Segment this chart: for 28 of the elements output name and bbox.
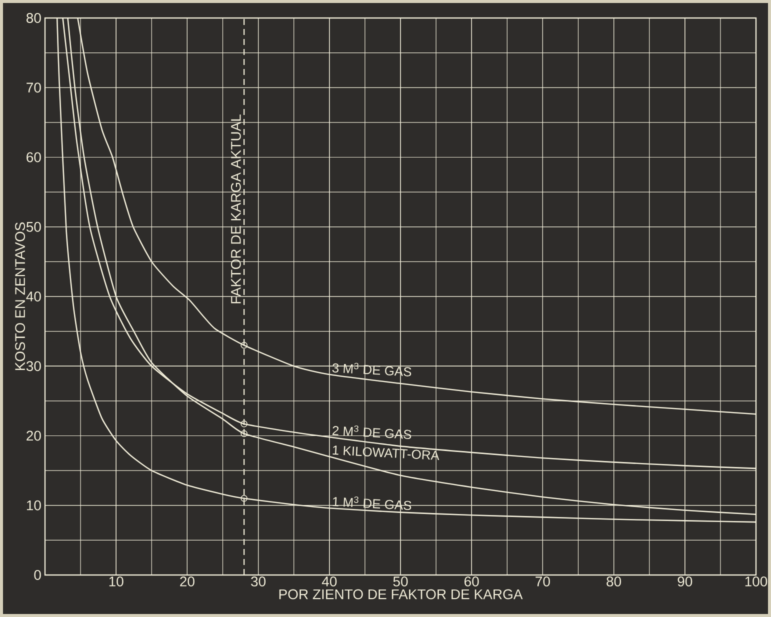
x-tick-label: 90 xyxy=(678,576,692,586)
series-label: 1 KILOWATT-ORA xyxy=(332,446,440,460)
x-axis-title: POR ZIENTO DE FAKTOR DE KARGA xyxy=(279,589,523,600)
y-tick-label: 50 xyxy=(26,222,41,232)
x-tick-label: 30 xyxy=(251,576,266,586)
point xyxy=(240,430,248,438)
ref-line-label: FAKTOR DE KARGA AKTUAL xyxy=(230,114,241,304)
y-tick-label: 20 xyxy=(26,430,41,441)
x-tick-label: 100 xyxy=(745,576,768,586)
y-tick-label: 60 xyxy=(26,152,41,162)
y-tick-label: 10 xyxy=(26,500,41,510)
point xyxy=(240,494,248,502)
x-tick-label: 10 xyxy=(109,576,124,586)
x-tick-label: 60 xyxy=(464,576,479,586)
y-tick-label: 30 xyxy=(26,361,41,372)
point xyxy=(240,342,248,349)
point xyxy=(240,420,248,428)
y-tick-label: 80 xyxy=(26,13,41,23)
y-tick-label: 0 xyxy=(34,570,41,580)
series-label: 3 M$^{3}$ DE GAS xyxy=(332,362,412,376)
x-tick-label: 40 xyxy=(322,576,337,586)
y-tick-label: 40 xyxy=(26,292,41,302)
y-axis-title: KOSTO EN ZENTAVOS xyxy=(15,222,26,370)
y-tick-label: 70 xyxy=(26,82,41,93)
x-tick-label: 80 xyxy=(606,576,622,586)
x-tick-label: 20 xyxy=(180,576,194,586)
x-tick-label: 50 xyxy=(393,576,408,586)
x-tick-label: 70 xyxy=(536,576,550,586)
